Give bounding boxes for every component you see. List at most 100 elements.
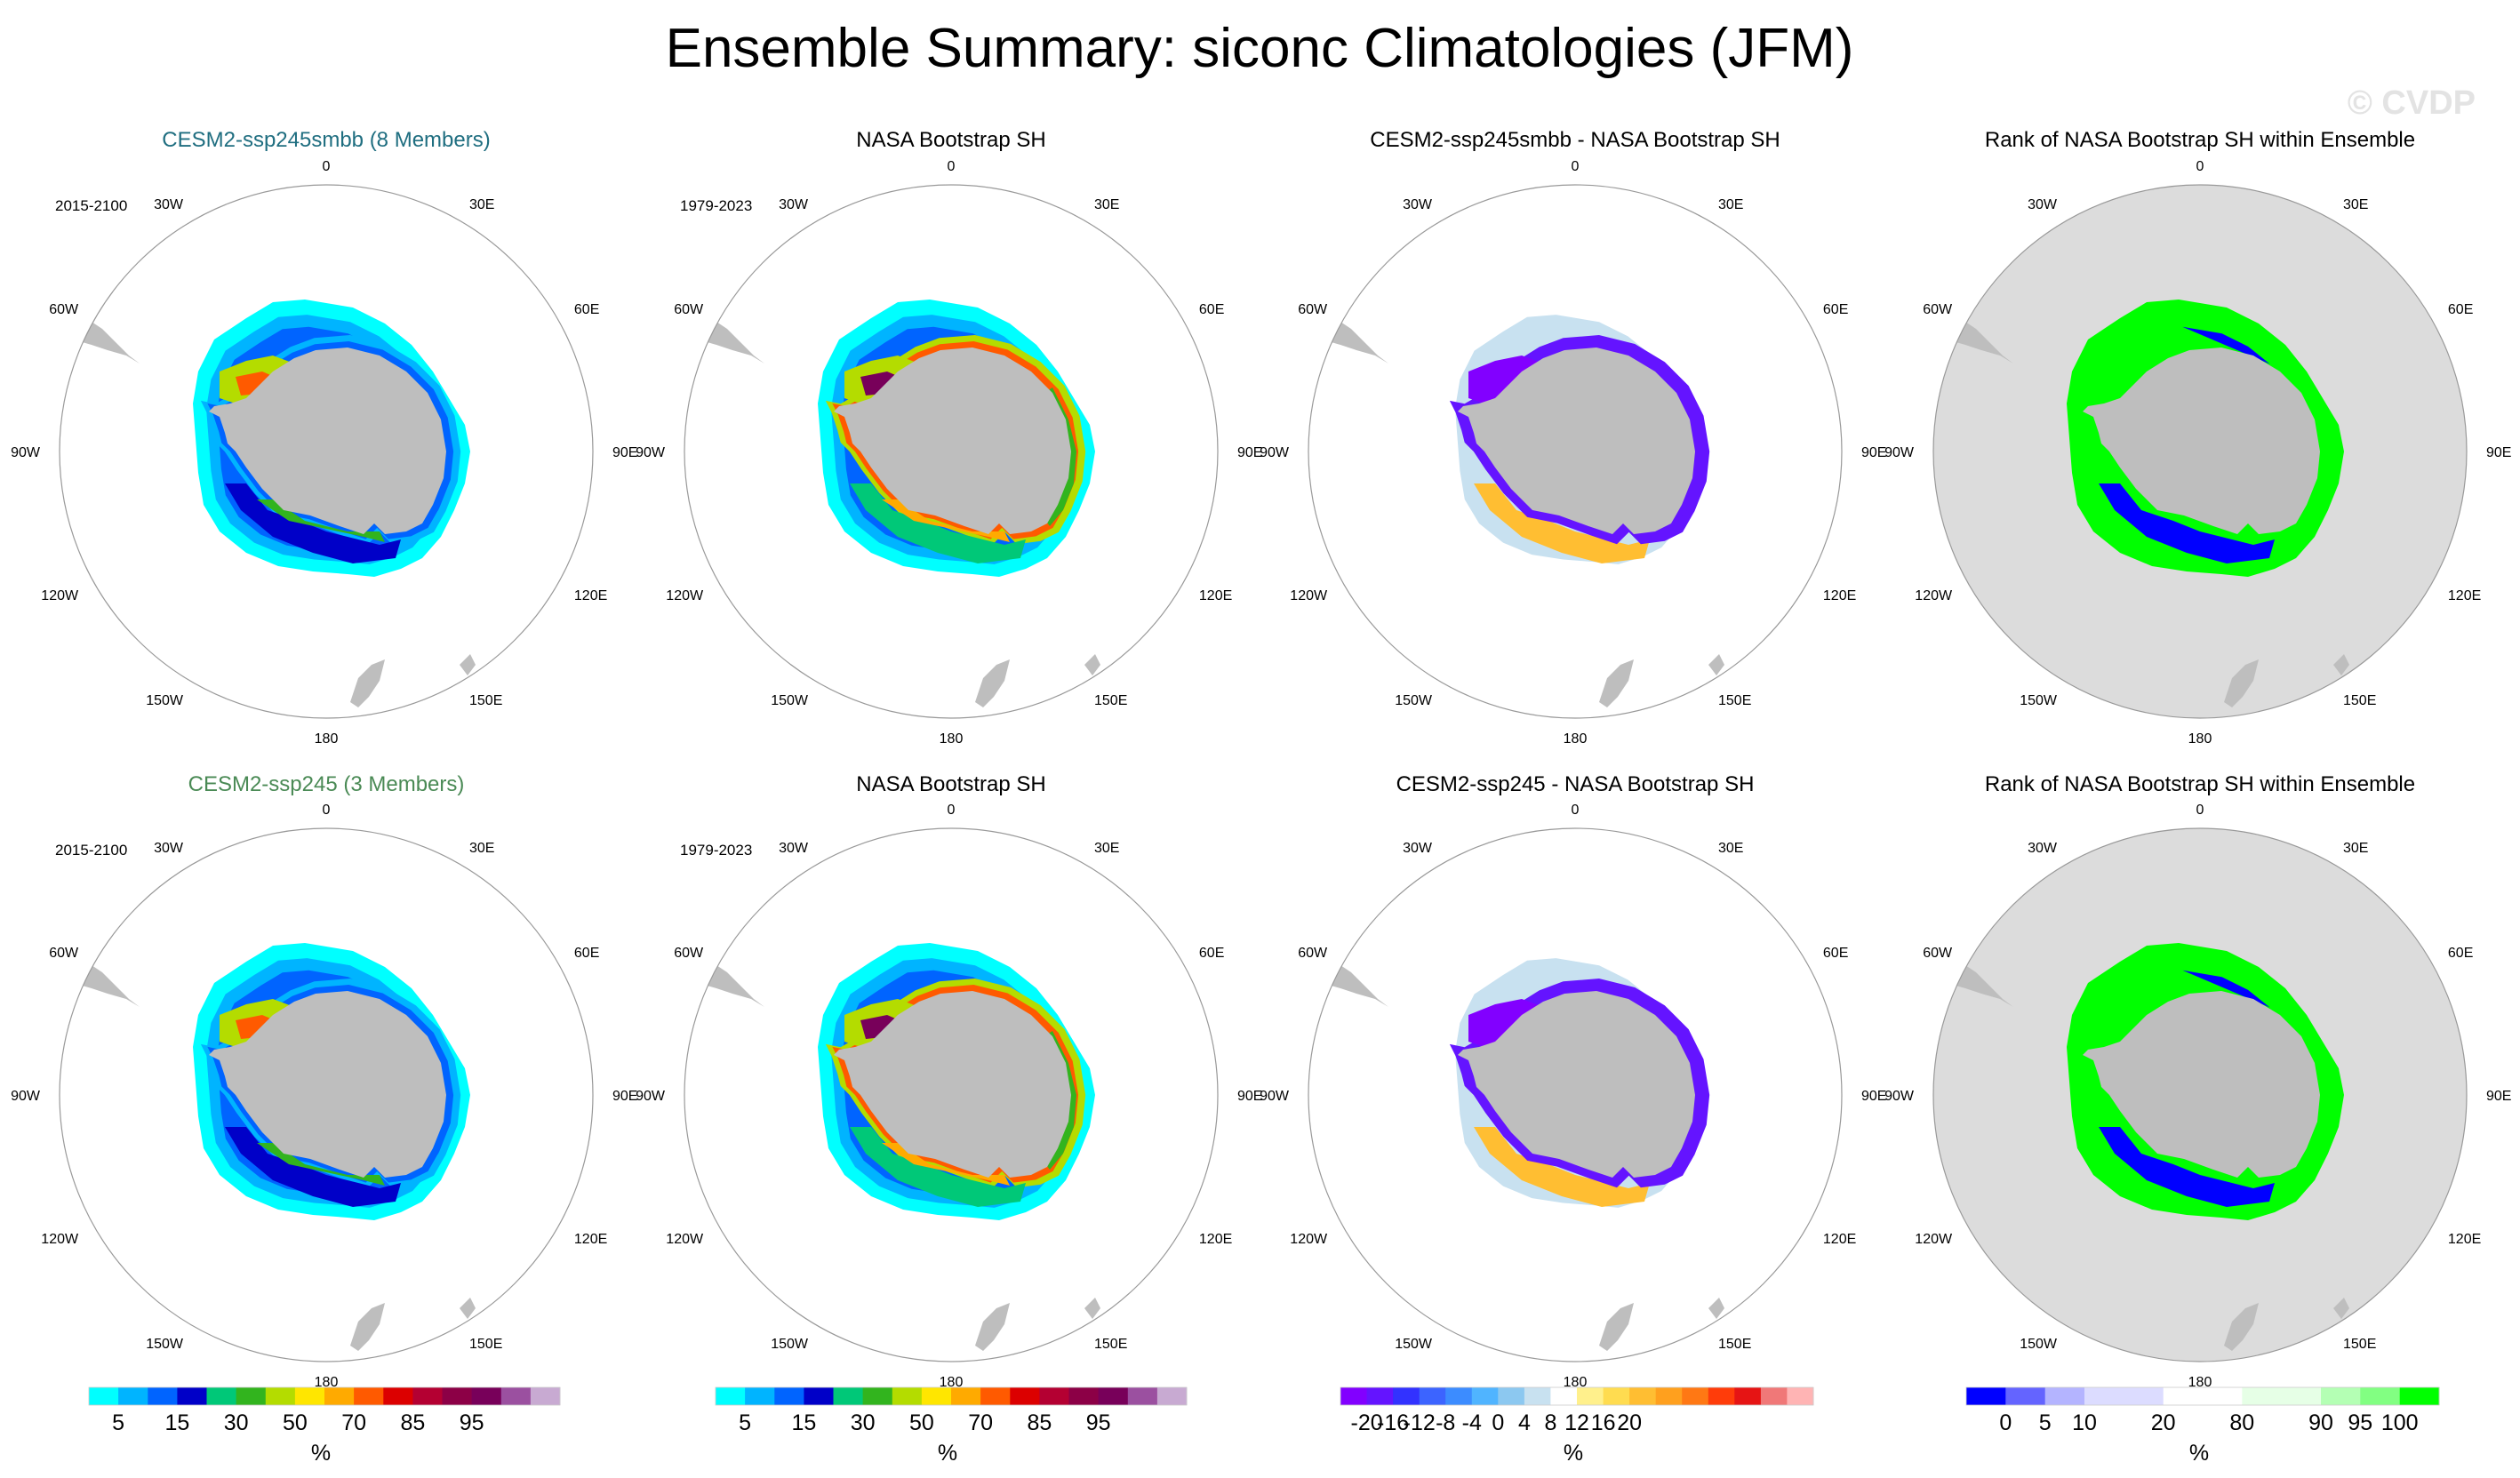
colorbar-unit: % (2189, 1441, 2209, 1466)
colorbar-unit: % (1564, 1441, 1583, 1466)
ross-positive-bias (1474, 483, 1650, 563)
panel-title: NASA Bootstrap SH (856, 128, 1045, 152)
colorbar-swatch (921, 1387, 952, 1405)
longitude-label: 150E (1718, 1337, 1751, 1352)
map-panels: CESM2-ssp245smbb (8 Members) 2015-2100 0 30… (11, 128, 2511, 1390)
colorbar-swatch (1550, 1387, 1578, 1405)
colorbar-swatch (1127, 1387, 1158, 1405)
sea-ice-field (1308, 940, 1724, 1351)
antarctic-peninsula (1458, 1042, 1495, 1063)
longitude-label: 60E (2448, 302, 2473, 317)
sea-ice-field (684, 940, 1100, 1351)
colorbar-swatch (1366, 1387, 1394, 1405)
colorbar-swatch (1966, 1387, 2006, 1405)
colorbar-swatch (2005, 1387, 2046, 1405)
panel-title: CESM2-ssp245 (3 Members) (188, 772, 465, 796)
longitude-label: 180 (1564, 731, 1588, 747)
longitude-label: 150E (469, 693, 502, 708)
colorbar-swatch (89, 1387, 119, 1405)
colorbar-swatch (833, 1387, 864, 1405)
new-zealand-south (350, 659, 385, 707)
colorbar-tick-label: -8 (1436, 1410, 1455, 1435)
antarctic-peninsula (834, 398, 871, 419)
panel-title: CESM2-ssp245smbb - NASA Bootstrap SH (1370, 128, 1780, 152)
colorbar-swatch (471, 1387, 502, 1405)
new-zealand-north (2333, 654, 2349, 675)
longitude-label: 30E (469, 841, 494, 856)
longitude-label: 150W (2020, 693, 2058, 708)
colorbar-tick-label: 0 (1492, 1410, 1504, 1435)
ross-sea-ice (225, 483, 401, 563)
longitude-label: 90E (1861, 1089, 1886, 1104)
east-antarctic-ice (417, 1031, 452, 1170)
longitude-label: 0 (2196, 803, 2204, 818)
longitude-label: 30W (1403, 841, 1433, 856)
colorbar-tick-label: -20 (1351, 1410, 1383, 1435)
longitude-label: 90W (1884, 445, 1915, 460)
colorbar-swatch (2281, 1387, 2322, 1405)
longitude-label: 150E (2343, 693, 2376, 708)
colorbar-swatch (1682, 1387, 1709, 1405)
longitude-label: 180 (2188, 1375, 2212, 1390)
longitude-label: 90W (1260, 1089, 1290, 1104)
period-label: 1979-2023 (680, 197, 752, 214)
longitude-label: 180 (1564, 1375, 1588, 1390)
longitude-label: 90W (11, 445, 41, 460)
colorbar-swatch (2399, 1387, 2440, 1405)
colorbar-tick-label: 16 (1591, 1410, 1616, 1435)
colorbar-swatch (1760, 1387, 1788, 1405)
longitude-label: 90W (1260, 445, 1290, 460)
longitude-label: 180 (940, 1375, 964, 1390)
east-antarctic-ice (417, 387, 452, 526)
colorbar-tick-label: 70 (341, 1410, 366, 1435)
longitude-label: 60E (1199, 946, 1224, 961)
colorbar-tick-label: 0 (1999, 1410, 2012, 1435)
colorbar-swatch (1577, 1387, 1604, 1405)
colorbar-swatch (2360, 1387, 2401, 1405)
colorbar-tick-label: 100 (2381, 1410, 2419, 1435)
colorbar-swatch (1445, 1387, 1473, 1405)
longitude-label: 30W (154, 841, 184, 856)
antarctica (214, 348, 446, 534)
longitude-label: 90E (1237, 445, 1262, 460)
colorbar-swatch (118, 1387, 148, 1405)
colorbar-swatch (1787, 1387, 1814, 1405)
map-boundary (684, 184, 1219, 719)
colorbar-tick-label: 10 (2072, 1410, 2097, 1435)
east-negative-bias (1666, 387, 1700, 526)
colorbar-swatch (177, 1387, 207, 1405)
colorbar-swatch (530, 1387, 561, 1405)
period-label: 2015-2100 (55, 197, 127, 214)
map-boundary (1308, 827, 1843, 1362)
main-title: Ensemble Summary: siconc Climatologies (… (666, 18, 1854, 79)
longitude-label: 90W (636, 1089, 666, 1104)
panel-r2c1: CESM2-ssp245 (3 Members) 2015-2100 0 30E 60E… (11, 772, 637, 1390)
colorbar-tick-label: 85 (1027, 1410, 1052, 1435)
colorbar-tick-label: 95 (460, 1410, 484, 1435)
panel-title: NASA Bootstrap SH (856, 772, 1045, 796)
antarctic-peninsula (834, 1042, 871, 1063)
colorbar-tick-label: 8 (1544, 1410, 1556, 1435)
longitude-label: 150W (771, 1337, 809, 1352)
colorbar-unit: % (311, 1441, 331, 1466)
colorbar-swatch (892, 1387, 923, 1405)
sea-ice-field (1308, 297, 1724, 707)
colorbar-conc2: 5 15 30 50 70 85 95% (715, 1386, 1188, 1466)
colorbar-tick-label: 95 (1086, 1410, 1111, 1435)
colorbar-swatch (2203, 1387, 2243, 1405)
colorbar-tick-label: 5 (2039, 1410, 2052, 1435)
longitude-label: 60W (1923, 302, 1953, 317)
map-boundary (1932, 184, 2468, 719)
colorbar-swatch (1498, 1387, 1525, 1405)
colorbar-conc1: 5 15 30 50 70 85 95% (88, 1386, 561, 1466)
longitude-label: 120W (1290, 588, 1328, 603)
colorbar-swatch (2124, 1387, 2164, 1405)
colorbar-swatch (951, 1387, 981, 1405)
longitude-label: 90E (612, 1089, 637, 1104)
colorbar-swatch (1629, 1387, 1657, 1405)
colorbars: 5 15 30 50 70 85 95%5 15 30 50 70 85 95%-20-16-12 -8-… (88, 1386, 2440, 1466)
new-zealand-north (2333, 1298, 2349, 1319)
colorbar-tick-label: 85 (400, 1410, 425, 1435)
colorbar-rank: 0 5 10 20 80 90 95 100% (1965, 1386, 2440, 1466)
